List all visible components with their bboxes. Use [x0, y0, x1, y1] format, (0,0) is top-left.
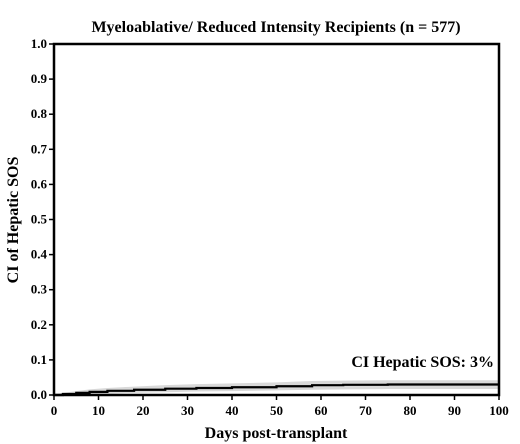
- y-tick-label: 0.7: [31, 141, 48, 156]
- y-tick-label: 0.6: [31, 176, 48, 191]
- y-axis-ticks: 0.0 0.1 0.2 0.3 0.4 0.5 0.6 0.7 0.8 0.9 1.0: [31, 36, 54, 402]
- y-tick-label: 0.0: [31, 387, 47, 402]
- x-tick-label: 60: [315, 403, 328, 418]
- x-tick-label: 40: [226, 403, 239, 418]
- x-tick-label: 70: [359, 403, 372, 418]
- x-tick-label: 90: [448, 403, 461, 418]
- x-tick-label: 80: [404, 403, 417, 418]
- x-axis-label: Days post-transplant: [205, 425, 348, 442]
- chart-title: Myeloablative/ Reduced Intensity Recipie…: [91, 19, 460, 36]
- y-tick-label: 0.5: [31, 212, 48, 227]
- x-tick-label: 20: [137, 403, 150, 418]
- plot-frame: [52, 42, 501, 397]
- y-tick-label: 0.1: [31, 352, 47, 367]
- y-tick-label: 0.9: [31, 71, 48, 86]
- x-tick-label: 0: [51, 403, 58, 418]
- annotation-ci-hepatic-sos: CI Hepatic SOS: 3%: [351, 354, 494, 371]
- series-line: [54, 383, 499, 397]
- y-tick-label: 0.3: [31, 282, 48, 297]
- y-axis-label: CI of Hepatic SOS: [5, 157, 22, 284]
- y-tick-label: 1.0: [31, 36, 47, 51]
- y-tick-label: 0.4: [31, 247, 48, 262]
- x-axis-ticks: 0 10 20 30 40 50 60 70 80 90 100: [51, 395, 509, 418]
- y-tick-label: 0.2: [31, 317, 47, 332]
- x-tick-label: 100: [489, 403, 509, 418]
- x-tick-label: 50: [270, 403, 283, 418]
- x-tick-label: 30: [181, 403, 194, 418]
- y-tick-label: 0.8: [31, 106, 48, 121]
- plot-area: [54, 380, 499, 397]
- x-tick-label: 10: [92, 403, 105, 418]
